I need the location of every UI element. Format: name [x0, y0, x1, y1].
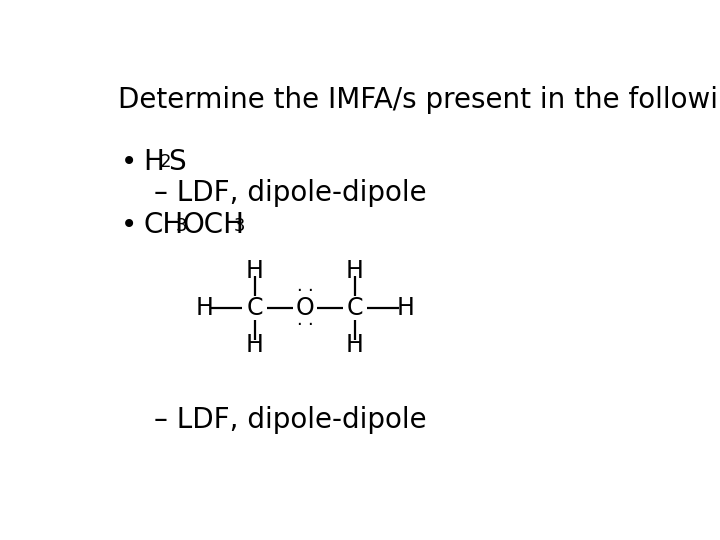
- Text: ·: ·: [307, 282, 313, 300]
- Text: OCH: OCH: [183, 211, 245, 239]
- Text: 3: 3: [176, 218, 187, 235]
- Text: C: C: [246, 296, 263, 320]
- Text: CH: CH: [143, 211, 184, 239]
- Text: S: S: [168, 148, 186, 176]
- Text: C: C: [347, 296, 364, 320]
- Text: •: •: [121, 211, 137, 239]
- Text: H: H: [143, 148, 164, 176]
- Text: H: H: [346, 334, 364, 357]
- Text: 2: 2: [160, 153, 171, 171]
- Text: ·: ·: [297, 282, 302, 300]
- Text: ·: ·: [297, 316, 302, 334]
- Text: 3: 3: [233, 218, 245, 235]
- Text: Determine the IMFA/s present in the following: Determine the IMFA/s present in the foll…: [118, 85, 720, 113]
- Text: ·: ·: [307, 316, 313, 334]
- Text: – LDF, dipole-dipole: – LDF, dipole-dipole: [154, 179, 427, 207]
- Text: H: H: [246, 259, 264, 282]
- Text: H: H: [246, 334, 264, 357]
- Text: •: •: [121, 148, 137, 176]
- Text: H: H: [346, 259, 364, 282]
- Text: – LDF, dipole-dipole: – LDF, dipole-dipole: [154, 406, 427, 434]
- Text: H: H: [195, 296, 213, 320]
- Text: H: H: [396, 296, 414, 320]
- Text: O: O: [295, 296, 314, 320]
